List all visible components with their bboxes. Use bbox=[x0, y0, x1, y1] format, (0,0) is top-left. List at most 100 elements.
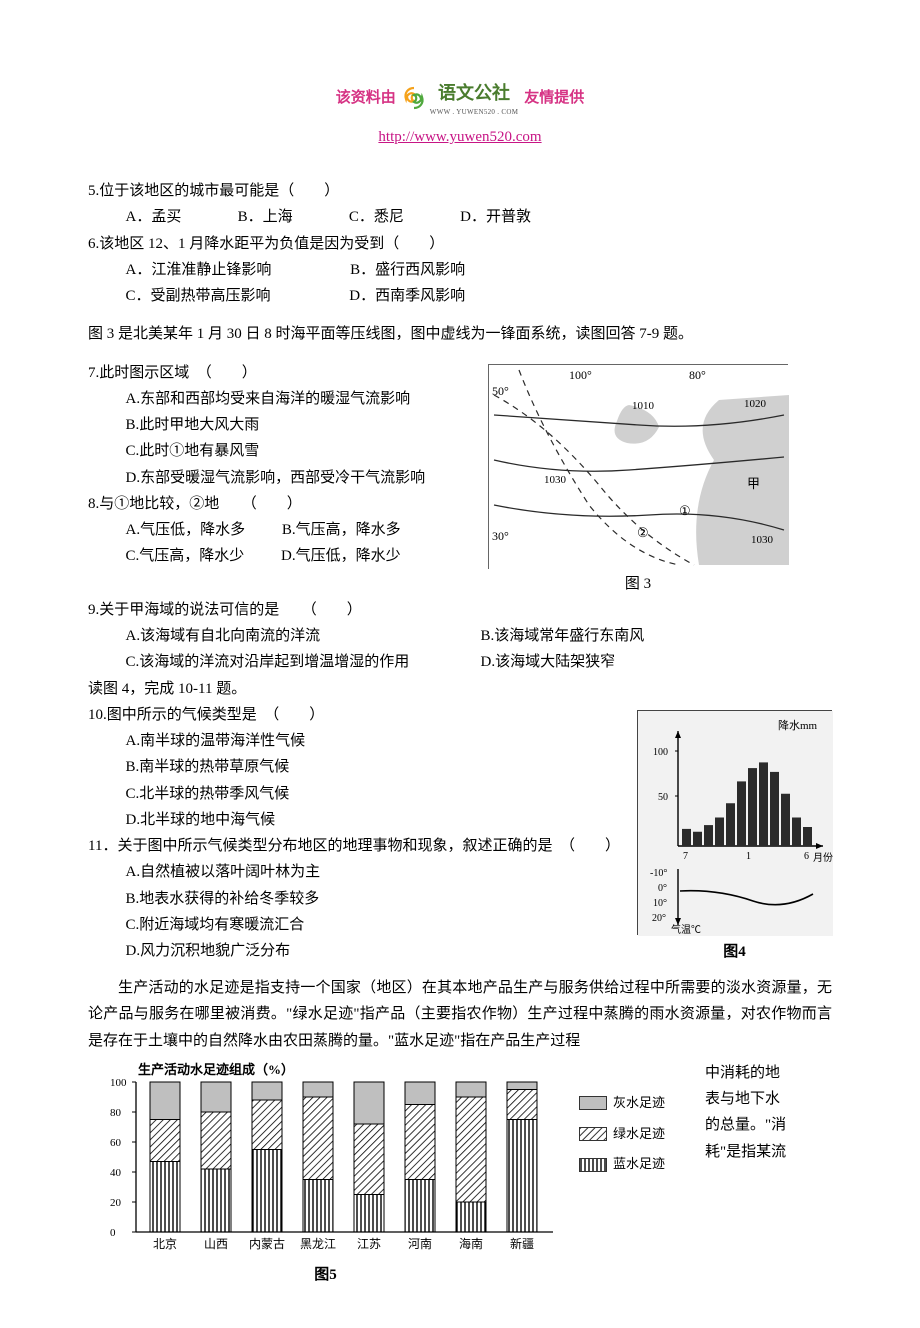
site-link[interactable]: http://www.yuwen520.com bbox=[88, 124, 832, 150]
svg-text:0: 0 bbox=[110, 1227, 116, 1239]
svg-text:江苏: 江苏 bbox=[357, 1237, 381, 1251]
q10-stem: 10.图中所示的气候类型是 （ ） bbox=[88, 702, 627, 728]
q8-opt-a: A.气压低，降水多 bbox=[126, 517, 246, 543]
q6-opt-c: C．受副热带高压影响 bbox=[126, 283, 271, 309]
svg-text:50: 50 bbox=[658, 792, 668, 803]
fig4-label: 图4 bbox=[637, 939, 832, 965]
fig3-wrap: 100° 80° 50° 30° 1010 1020 1030 1030 ① ②… bbox=[488, 360, 788, 597]
fig5-label: 图5 bbox=[88, 1262, 563, 1288]
svg-text:-10°: -10° bbox=[650, 868, 667, 879]
svg-text:20°: 20° bbox=[652, 913, 666, 924]
svg-text:100: 100 bbox=[653, 747, 668, 758]
q5-stem: 5.位于该地区的城市最可能是（ ） bbox=[88, 178, 832, 204]
svg-text:20: 20 bbox=[110, 1197, 122, 1209]
legend-blue-label: 蓝水足迹 bbox=[613, 1153, 665, 1176]
lon-100: 100° bbox=[569, 368, 592, 382]
q9-opt-d: D.该海域大陆架狭窄 bbox=[481, 649, 616, 675]
svg-text:海南: 海南 bbox=[459, 1236, 483, 1251]
svg-text:甲: 甲 bbox=[747, 476, 760, 491]
svg-text:1020: 1020 bbox=[744, 398, 767, 410]
svg-text:河南: 河南 bbox=[408, 1236, 432, 1251]
svg-text:气温℃: 气温℃ bbox=[671, 923, 701, 936]
svg-text:7: 7 bbox=[683, 851, 688, 862]
fig3-map: 100° 80° 50° 30° 1010 1020 1030 1030 ① ②… bbox=[488, 364, 788, 569]
legend-gray: 灰水足迹 bbox=[579, 1092, 689, 1115]
q5: 5.位于该地区的城市最可能是（ ） A．孟买 B．上海 C．悉尼 D．开普敦 bbox=[88, 178, 832, 231]
q6-stem: 6.该地区 12、1 月降水距平为负值是因为受到（ ） bbox=[88, 231, 832, 257]
logo-swirl-icon bbox=[402, 86, 426, 110]
fig5-title: 生产活动水足迹组成（%） bbox=[138, 1062, 294, 1077]
header-attribution: 该资料由 语文公社 WWW . YUWEN520 . COM 友情提供 bbox=[88, 78, 832, 118]
q7-opt-b: B.此时甲地大风大雨 bbox=[88, 412, 478, 438]
q6-opt-b: B．盛行西风影响 bbox=[350, 257, 465, 283]
q11-stem: 11．关于图中所示气候类型分布地区的地理事物和现象，叙述正确的是 （ ） bbox=[88, 833, 627, 859]
q9-opt-c: C.该海域的洋流对沿岸起到增温增湿的作用 bbox=[126, 649, 481, 675]
site-logo: 语文公社 WWW . YUWEN520 . COM bbox=[402, 78, 518, 118]
q9-options-1: A.该海域有自北向南流的洋流 B.该海域常年盛行东南风 bbox=[88, 623, 832, 649]
lat-30: 30° bbox=[492, 529, 509, 543]
legend-gray-label: 灰水足迹 bbox=[613, 1092, 665, 1115]
fig5-row: 生产活动水足迹组成（%） 020406080100 北京山西内蒙古黑龙江江苏河南… bbox=[88, 1060, 832, 1288]
svg-text:10°: 10° bbox=[653, 898, 667, 909]
legend-green: 绿水足迹 bbox=[579, 1123, 689, 1146]
fig5-legend: 灰水足迹 绿水足迹 蓝水足迹 bbox=[579, 1092, 689, 1184]
q10-q11-block: 10.图中所示的气候类型是 （ ） A.南半球的温带海洋性气候 B.南半球的热带… bbox=[88, 702, 832, 965]
lon-80: 80° bbox=[689, 368, 706, 382]
q7-opt-c: C.此时①地有暴风雪 bbox=[88, 438, 478, 464]
q10-opt-c: C.北半球的热带季风气候 bbox=[88, 781, 627, 807]
svg-text:1030: 1030 bbox=[751, 534, 774, 546]
q8-opt-b: B.气压高，降水多 bbox=[282, 517, 401, 543]
q6: 6.该地区 12、1 月降水距平为负值是因为受到（ ） A．江淮准静止锋影响 B… bbox=[88, 231, 832, 310]
q11-opt-d: D.风力沉积地貌广泛分布 bbox=[88, 938, 627, 964]
paragraph-waterfootprint: 生产活动的水足迹是指支持一个国家（地区）在其本地产品生产与服务供给过程中所需要的… bbox=[88, 975, 832, 1054]
q10-opt-d: D.北半球的地中海气候 bbox=[88, 807, 627, 833]
q10-opt-b: B.南半球的热带草原气候 bbox=[88, 754, 627, 780]
q9-options-2: C.该海域的洋流对沿岸起到增温增湿的作用 D.该海域大陆架狭窄 bbox=[88, 649, 832, 675]
q6-opt-d: D．西南季风影响 bbox=[349, 283, 465, 309]
q5-opt-c: C．悉尼 bbox=[349, 204, 404, 230]
q9-opt-a: A.该海域有自北向南流的洋流 bbox=[126, 623, 481, 649]
fig3-label: 图 3 bbox=[488, 571, 788, 597]
q7-opt-d: D.东部受暖湿气流影响，西部受冷干气流影响 bbox=[88, 465, 478, 491]
fig4-ylabel: 降水mm bbox=[778, 718, 818, 732]
intro-fig3: 图 3 是北美某年 1 月 30 日 8 时海平面等压线图，图中虚线为一锋面系统… bbox=[88, 321, 832, 347]
q7-q8-block: 7.此时图示区域 （ ） A.东部和西部均受来自海洋的暖湿气流影响 B.此时甲地… bbox=[88, 360, 832, 597]
svg-text:80: 80 bbox=[110, 1107, 122, 1119]
fig5-xlabels: 北京山西内蒙古黑龙江江苏河南海南新疆 bbox=[153, 1236, 534, 1251]
svg-text:6: 6 bbox=[804, 851, 809, 862]
q9-stem: 9.关于甲海域的说法可信的是 （ ） bbox=[88, 597, 832, 623]
q8-opt-c: C.气压高，降水少 bbox=[126, 543, 245, 569]
q7-opt-a: A.东部和西部均受来自海洋的暖湿气流影响 bbox=[88, 386, 478, 412]
logo-text: 语文公社 bbox=[438, 83, 510, 103]
header-suffix: 友情提供 bbox=[524, 85, 584, 111]
svg-text:黑龙江: 黑龙江 bbox=[300, 1237, 336, 1251]
q8-options-1: A.气压低，降水多 B.气压高，降水多 bbox=[88, 517, 478, 543]
q6-options-1: A．江淮准静止锋影响 B．盛行西风影响 bbox=[88, 257, 832, 283]
q9: 9.关于甲海域的说法可信的是 （ ） A.该海域有自北向南流的洋流 B.该海域常… bbox=[88, 597, 832, 676]
svg-text:100: 100 bbox=[110, 1077, 127, 1089]
svg-text:①: ① bbox=[679, 503, 691, 518]
legend-green-label: 绿水足迹 bbox=[613, 1123, 665, 1146]
svg-text:60: 60 bbox=[110, 1137, 122, 1149]
intro-fig4: 读图 4，完成 10-11 题。 bbox=[88, 676, 832, 702]
fig5-chart: 生产活动水足迹组成（%） 020406080100 北京山西内蒙古黑龙江江苏河南… bbox=[88, 1060, 563, 1288]
fig5-bars bbox=[150, 1082, 537, 1232]
svg-text:1: 1 bbox=[746, 851, 751, 862]
header-prefix: 该资料由 bbox=[336, 85, 396, 111]
q5-options: A．孟买 B．上海 C．悉尼 D．开普敦 bbox=[88, 204, 832, 230]
q11-opt-b: B.地表水获得的补给冬季较多 bbox=[88, 886, 627, 912]
page-header: 该资料由 语文公社 WWW . YUWEN520 . COM 友情提供 http… bbox=[88, 78, 832, 150]
q10-opt-a: A.南半球的温带海洋性气候 bbox=[88, 728, 627, 754]
fig5-yticks: 0 20 40 60 80 100 bbox=[110, 1077, 136, 1239]
q9-opt-b: B.该海域常年盛行东南风 bbox=[481, 623, 645, 649]
q6-options-2: C．受副热带高压影响 D．西南季风影响 bbox=[88, 283, 832, 309]
svg-text:40: 40 bbox=[110, 1167, 122, 1179]
q11-opt-c: C.附近海域均有寒暖流汇合 bbox=[88, 912, 627, 938]
legend-blue: 蓝水足迹 bbox=[579, 1153, 689, 1176]
fig4-wrap: 降水mm 50 100 7 1 6 月份 -10° 0° 10° 20° 气温℃ bbox=[637, 702, 832, 965]
q5-opt-b: B．上海 bbox=[238, 204, 293, 230]
svg-text:内蒙古: 内蒙古 bbox=[249, 1236, 285, 1251]
lat-50: 50° bbox=[492, 384, 509, 398]
fig4-chart: 降水mm 50 100 7 1 6 月份 -10° 0° 10° 20° 气温℃ bbox=[637, 710, 832, 935]
q7-stem: 7.此时图示区域 （ ） bbox=[88, 360, 478, 386]
